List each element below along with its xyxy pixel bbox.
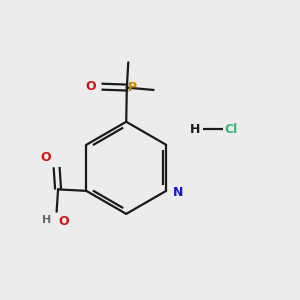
Text: O: O <box>58 214 69 228</box>
Text: Cl: Cl <box>224 123 238 136</box>
Text: O: O <box>40 151 51 164</box>
Text: O: O <box>85 80 96 93</box>
Text: P: P <box>128 81 137 94</box>
Text: H: H <box>190 123 200 136</box>
Text: H: H <box>42 214 51 225</box>
Text: N: N <box>173 186 183 199</box>
